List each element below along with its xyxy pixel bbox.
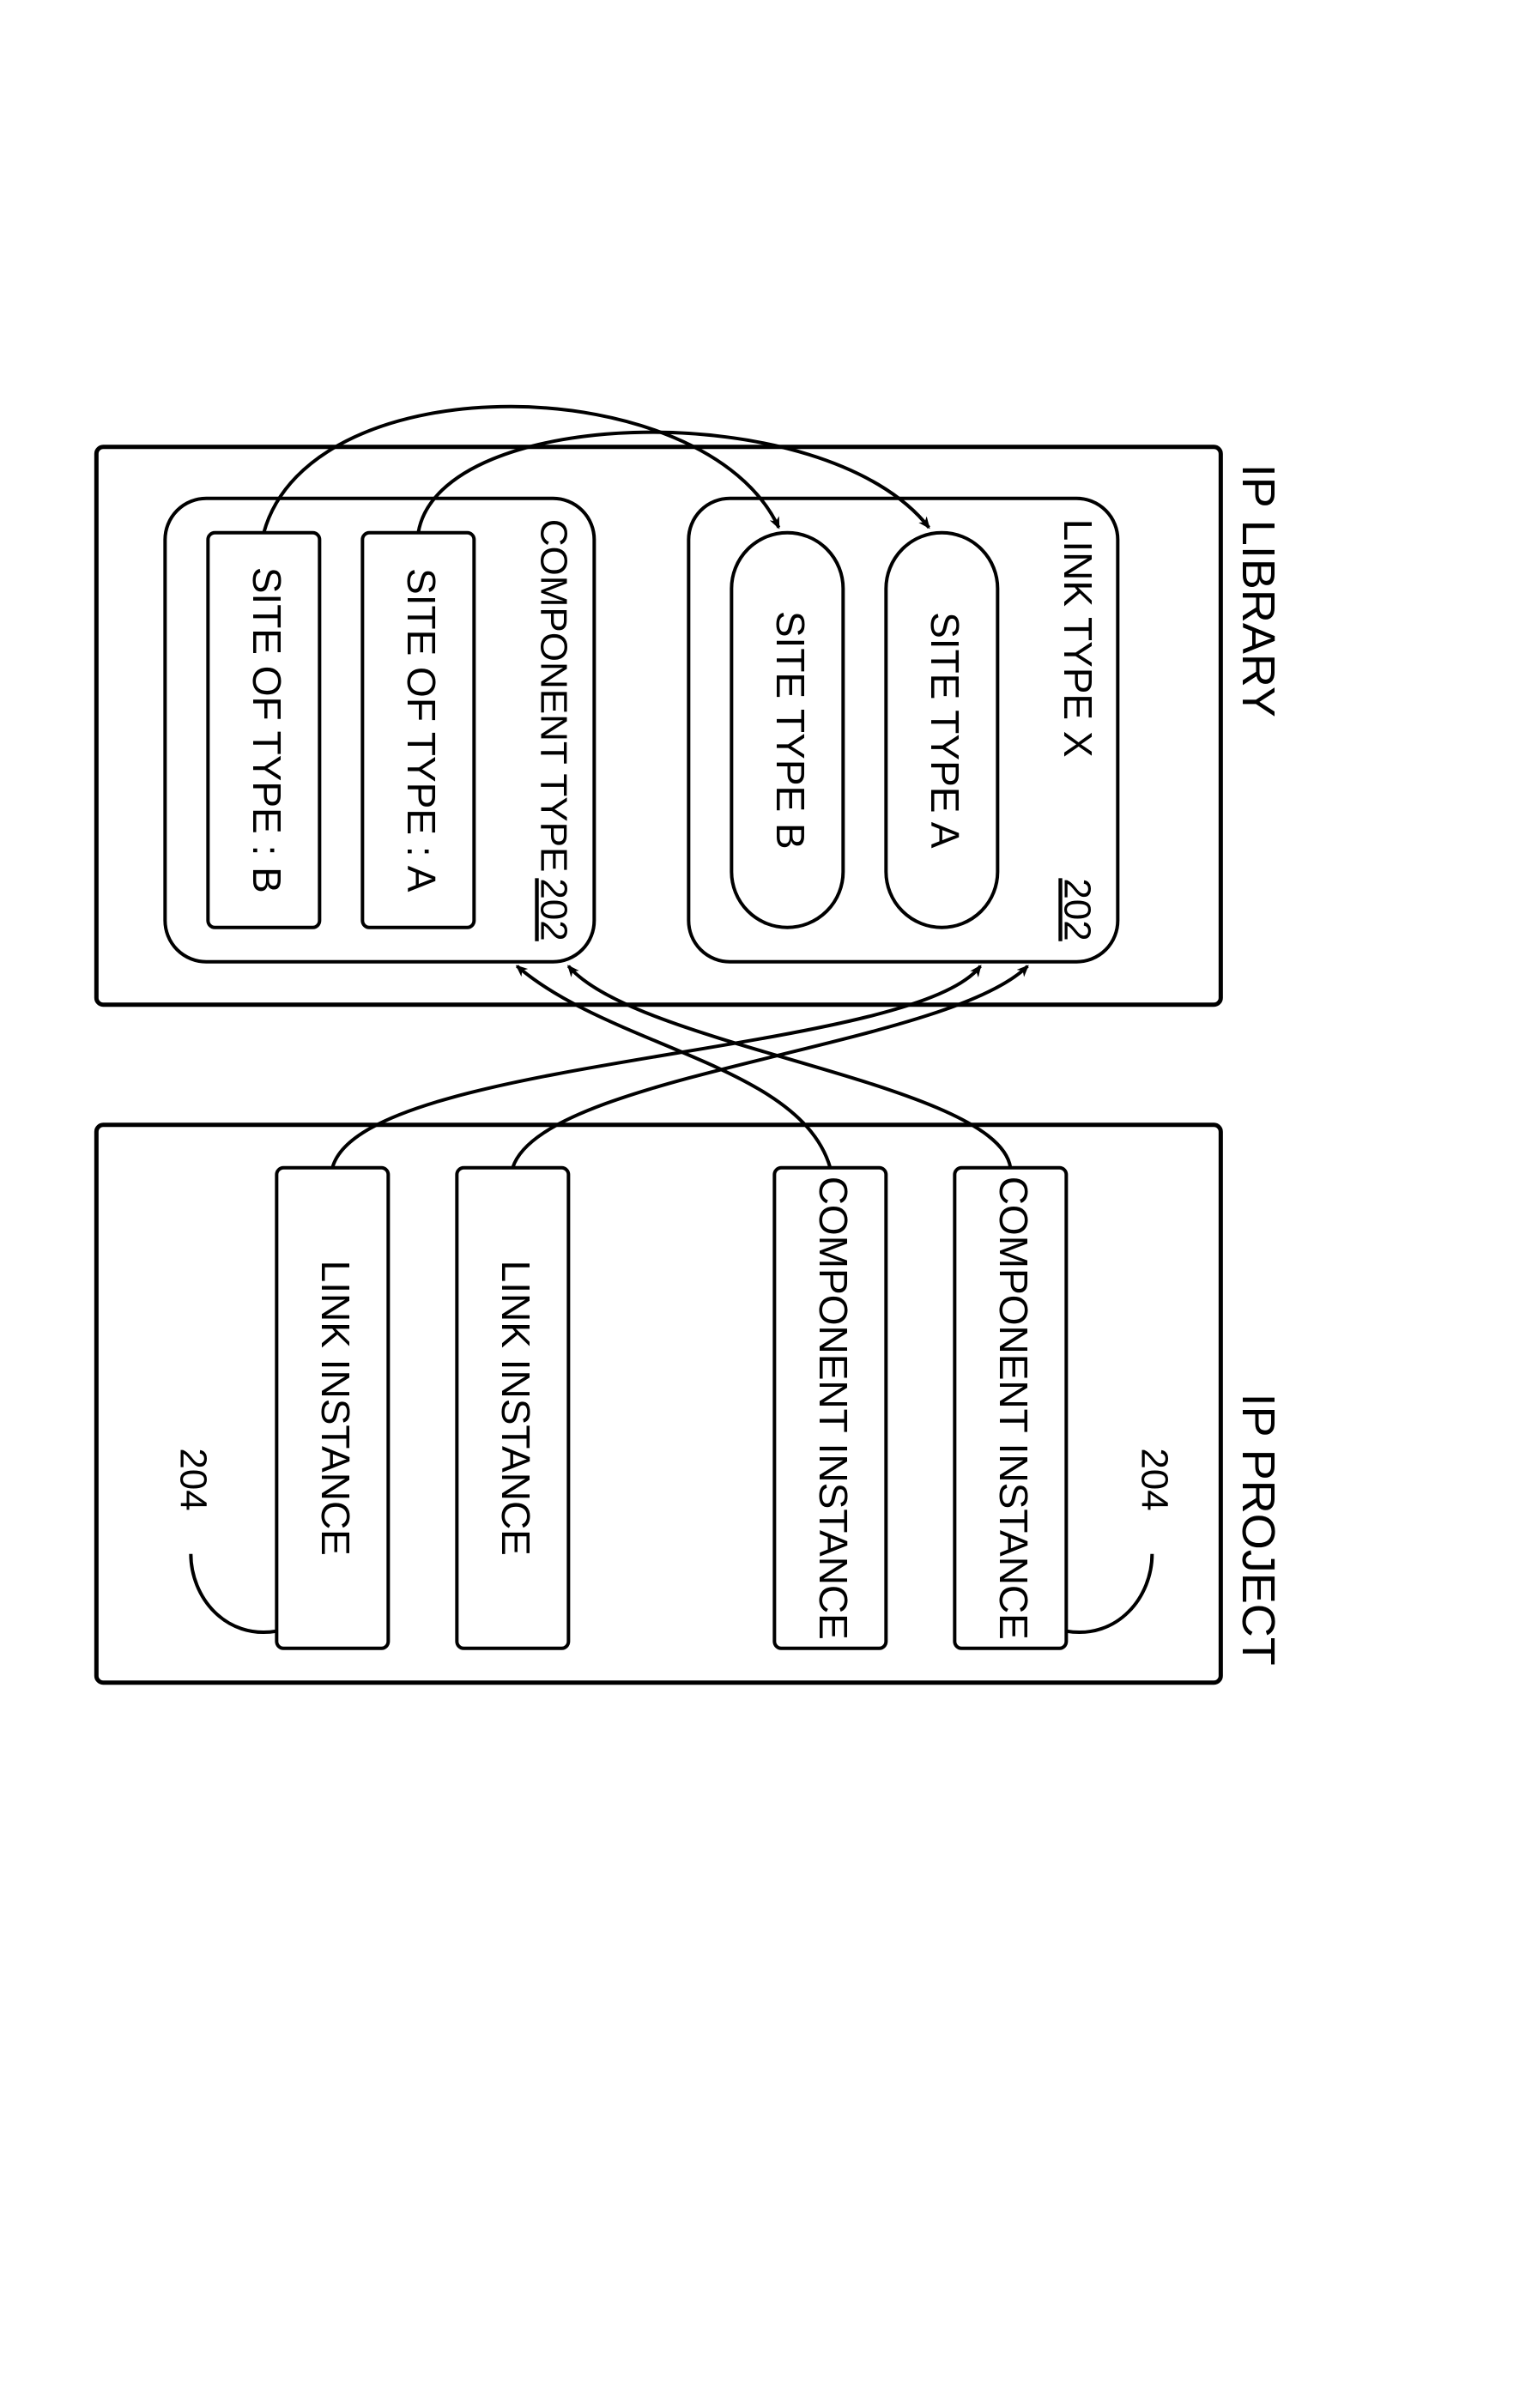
project-item-0-label: COMPONENT INSTANCE (991, 1177, 1036, 1640)
arrow-project-to-library-1 (517, 966, 830, 1168)
component-type-num: 202 (533, 878, 575, 941)
project-item-1-label: COMPONENT INSTANCE (811, 1177, 856, 1640)
link-type-num: 202 (1057, 878, 1099, 941)
arrow-project-to-library-3 (332, 966, 980, 1168)
component-type-box (165, 499, 594, 962)
callout-204-bottom: 204 (173, 1448, 215, 1510)
ip-project-title: IP PROJECT (1232, 1394, 1284, 1666)
component-type-title: COMPONENT TYPE (533, 519, 575, 873)
callout-204-bottom-leader (191, 1554, 276, 1632)
ip-library-title: IP LIBRARY (1232, 464, 1284, 717)
arrow-project-to-library-0 (568, 966, 1010, 1168)
callout-204-top: 204 (1134, 1448, 1176, 1510)
project-item-2-label: LINK INSTANCE (494, 1261, 538, 1556)
component-type-site-a-label: SITE OF TYPE : A (399, 568, 444, 892)
link-type-title: LINK TYPE X (1056, 519, 1100, 758)
link-type-site-b-label: SITE TYPE B (768, 611, 813, 850)
figure-rotated-group: IP LIBRARY IP PROJECT LINK TYPE X 202 SITE T… (0, 407, 1284, 1683)
arrow-site-to-sitetype-1 (263, 407, 778, 533)
link-type-box (688, 499, 1117, 962)
ip-project-box (96, 1125, 1220, 1683)
component-type-site-b-label: SITE OF TYPE : B (245, 567, 289, 893)
project-item-3-label: LINK INSTANCE (313, 1261, 358, 1556)
link-type-site-a-label: SITE TYPE A (923, 612, 967, 849)
callout-204-top-leader (1066, 1554, 1152, 1632)
